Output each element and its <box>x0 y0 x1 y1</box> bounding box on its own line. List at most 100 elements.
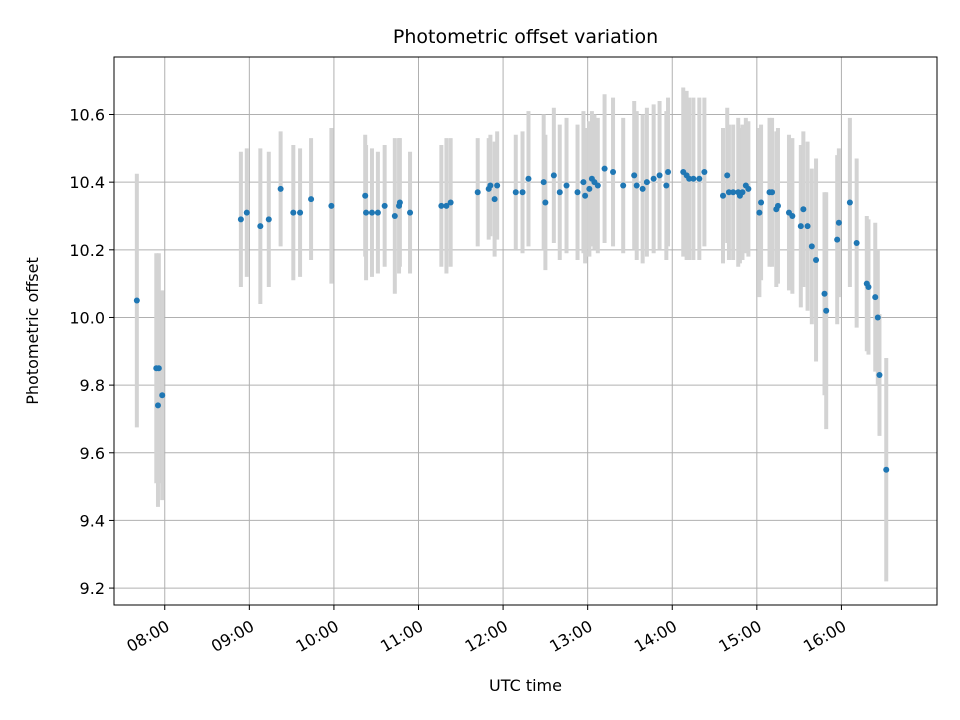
y-tick-label: 10.2 <box>69 241 105 260</box>
data-point <box>865 284 872 291</box>
data-point <box>563 182 570 189</box>
data-point <box>720 192 727 199</box>
data-point <box>813 256 820 263</box>
data-point <box>586 185 593 192</box>
x-axis-label: UTC time <box>489 676 562 695</box>
data-point <box>368 209 375 216</box>
data-point <box>633 182 640 189</box>
data-point <box>265 216 272 223</box>
data-point <box>257 223 264 230</box>
data-point <box>512 189 519 196</box>
data-point <box>519 189 526 196</box>
x-tick-label: 12:00 <box>462 616 511 656</box>
data-point <box>381 202 388 209</box>
data-point <box>601 165 608 172</box>
data-point <box>290 209 297 216</box>
data-point <box>363 209 370 216</box>
data-point <box>797 223 804 230</box>
data-point <box>159 392 166 399</box>
y-axis-label: Photometric offset <box>23 257 42 405</box>
data-point <box>407 209 414 216</box>
y-tick-label: 10.4 <box>69 173 105 192</box>
data-point <box>556 189 563 196</box>
data-point <box>724 172 731 179</box>
data-point <box>643 179 650 186</box>
data-point <box>550 172 557 179</box>
y-tick-label: 9.4 <box>80 511 105 530</box>
data-point <box>834 236 841 243</box>
x-tick-label: 10:00 <box>292 616 341 656</box>
data-point <box>789 212 796 219</box>
data-point <box>438 202 445 209</box>
data-points <box>133 165 890 473</box>
data-point <box>297 209 304 216</box>
data-point <box>804 223 811 230</box>
data-point <box>542 199 549 206</box>
data-point <box>725 189 732 196</box>
data-point <box>883 466 890 473</box>
data-point <box>745 185 752 192</box>
y-tick-label: 9.2 <box>80 579 105 598</box>
data-point <box>686 175 693 182</box>
data-point <box>487 182 494 189</box>
data-point <box>540 179 547 186</box>
x-tick-label: 09:00 <box>208 616 257 656</box>
data-point <box>631 172 638 179</box>
grid <box>114 57 937 605</box>
data-point <box>758 199 765 206</box>
data-point <box>154 402 161 409</box>
x-tick-label: 16:00 <box>800 616 849 656</box>
data-point <box>610 169 617 176</box>
data-point <box>133 297 140 304</box>
x-tick-label: 14:00 <box>631 616 680 656</box>
data-point <box>774 202 781 209</box>
y-tick-label: 9.8 <box>80 376 105 395</box>
data-point <box>277 185 284 192</box>
x-tick-label: 13:00 <box>546 616 595 656</box>
data-point <box>701 169 708 176</box>
data-point <box>823 307 830 314</box>
data-point <box>739 189 746 196</box>
data-point <box>594 182 601 189</box>
data-point <box>391 212 398 219</box>
y-tick-label: 10.0 <box>69 308 105 327</box>
data-point <box>690 175 697 182</box>
plot-frame <box>113 56 938 606</box>
chart-title: Photometric offset variation <box>393 26 658 48</box>
data-point <box>808 243 815 250</box>
data-point <box>155 365 162 372</box>
data-point <box>853 240 860 247</box>
data-point <box>491 196 498 203</box>
data-point <box>574 189 581 196</box>
data-point <box>835 219 842 226</box>
data-point <box>474 189 481 196</box>
data-point <box>846 199 853 206</box>
data-point <box>665 169 672 176</box>
data-point <box>494 182 501 189</box>
data-point <box>525 175 532 182</box>
y-tick-label: 10.6 <box>69 106 105 125</box>
data-point <box>308 196 315 203</box>
data-point <box>328 202 335 209</box>
data-point <box>243 209 250 216</box>
data-point <box>874 314 881 321</box>
data-point <box>447 199 454 206</box>
data-point <box>237 216 244 223</box>
data-point <box>876 371 883 378</box>
data-point <box>582 192 589 199</box>
data-point <box>580 179 587 186</box>
data-point <box>650 175 657 182</box>
data-point <box>396 199 403 206</box>
data-point <box>730 189 737 196</box>
data-point <box>769 189 776 196</box>
y-tick-label: 9.6 <box>80 444 105 463</box>
data-point <box>821 290 828 297</box>
data-point <box>663 182 670 189</box>
data-point <box>374 209 381 216</box>
data-point <box>639 185 646 192</box>
x-tick-label: 11:00 <box>377 616 426 656</box>
data-point <box>756 209 763 216</box>
x-tick-label: 08:00 <box>123 616 172 656</box>
data-point <box>362 192 369 199</box>
